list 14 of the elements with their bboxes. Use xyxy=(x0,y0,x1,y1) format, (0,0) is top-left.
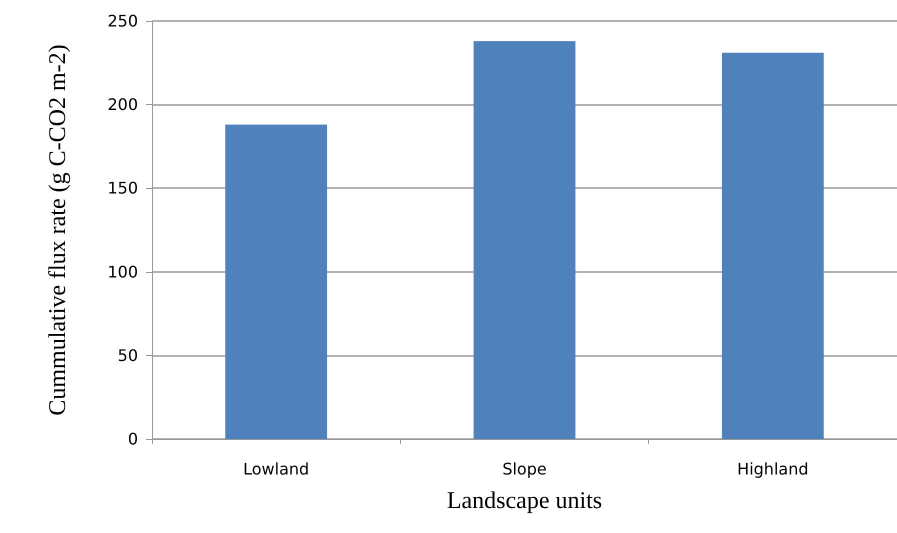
y-axis-title: Cummulative flux rate (g C-CO2 m-2) xyxy=(45,44,71,416)
x-axis-title: Landscape units xyxy=(446,488,602,514)
y-tick-label: 250 xyxy=(107,12,138,30)
bar xyxy=(722,52,824,439)
bar xyxy=(474,41,576,439)
bar xyxy=(225,124,328,439)
y-tick-label: 200 xyxy=(107,95,138,114)
x-tick-label: Lowland xyxy=(243,460,310,478)
x-tick-label: Highland xyxy=(737,460,808,478)
y-tick-label: 150 xyxy=(107,178,138,198)
y-tick-label: 0 xyxy=(128,430,138,448)
y-tick-label: 50 xyxy=(118,346,138,365)
y-tick-label: 100 xyxy=(107,262,138,282)
x-tick-label: Slope xyxy=(502,460,547,478)
